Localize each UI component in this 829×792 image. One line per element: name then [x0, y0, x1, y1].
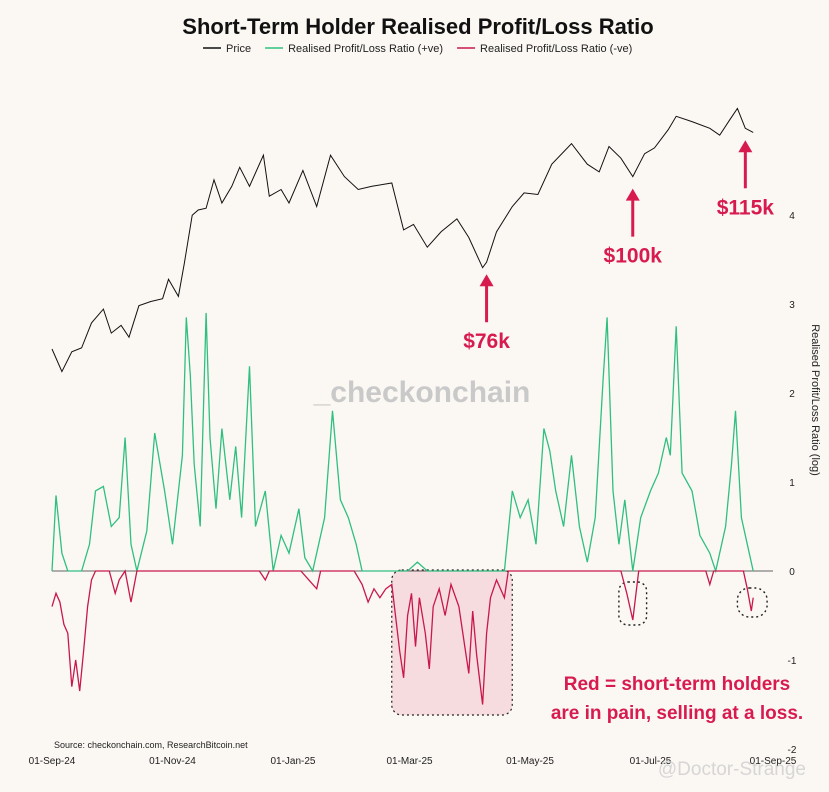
- highlight-regions: [391, 569, 768, 716]
- series-line-positive: [51, 312, 754, 574]
- x-tick-label-1: 01-Nov-24: [149, 756, 196, 767]
- x-axis: 01-Sep-24 01-Nov-24 01-Jan-25 01-Mar-25 01-M…: [29, 756, 797, 767]
- y-axis-right: 4 3 2 1 0 -1 -2: [788, 211, 797, 756]
- x-tick-label-2: 01-Jan-25: [270, 756, 315, 767]
- x-tick-label-4: 01-May-25: [506, 756, 554, 767]
- series-line-price: [51, 107, 754, 373]
- watermark: _checkonchain: [313, 376, 531, 409]
- credit-watermark: @Doctor-Strange: [658, 759, 806, 780]
- note-line-1: Red = short-term holders: [564, 674, 790, 695]
- legend: Price Realised Profit/Loss Ratio (+ve) Rea…: [203, 43, 632, 55]
- y-tick-label-0: 4: [789, 211, 795, 222]
- annotation-label-2: $115k: [717, 196, 775, 219]
- legend-label-2: Realised Profit/Loss Ratio (-ve): [480, 43, 632, 55]
- x-tick-label-0: 01-Sep-24: [29, 756, 76, 767]
- x-tick-label-6: 01-Sep-25: [750, 756, 797, 767]
- region-circle-2: [736, 587, 768, 618]
- region-circle-1: [618, 581, 648, 626]
- x-tick-label-3: 01-Mar-25: [386, 756, 433, 767]
- region-box: [391, 569, 513, 716]
- annotation-arrow-head-2: [738, 140, 753, 153]
- chart-title: Short-Term Holder Realised Profit/Loss R…: [182, 14, 653, 39]
- y-tick-label-1: 3: [789, 300, 795, 311]
- annotations: $76k $100k $115k: [463, 140, 774, 353]
- annotation-label-1: $100k: [604, 245, 663, 268]
- y-axis-label: Realised Profit/Loss Ratio (log): [809, 324, 821, 476]
- y-tick-label-3: 1: [789, 478, 795, 489]
- annotation-arrow-head-0: [479, 274, 494, 287]
- legend-label-0: Price: [226, 43, 251, 55]
- y-tick-label-6: -2: [788, 745, 797, 756]
- x-tick-label-5: 01-Jul-25: [630, 756, 672, 767]
- y-tick-label-4: 0: [789, 567, 795, 578]
- note-line-2: are in pain, selling at a loss.: [551, 703, 803, 724]
- y-tick-label-5: -1: [788, 656, 797, 667]
- annotation-arrow-head-1: [625, 188, 640, 201]
- legend-label-1: Realised Profit/Loss Ratio (+ve): [288, 43, 443, 55]
- y-tick-label-2: 2: [789, 389, 795, 400]
- source-text: Source: checkonchain.com, ResearchBitcoi…: [54, 740, 248, 750]
- annotation-label-0: $76k: [463, 330, 510, 353]
- series-line-negative: [51, 569, 754, 705]
